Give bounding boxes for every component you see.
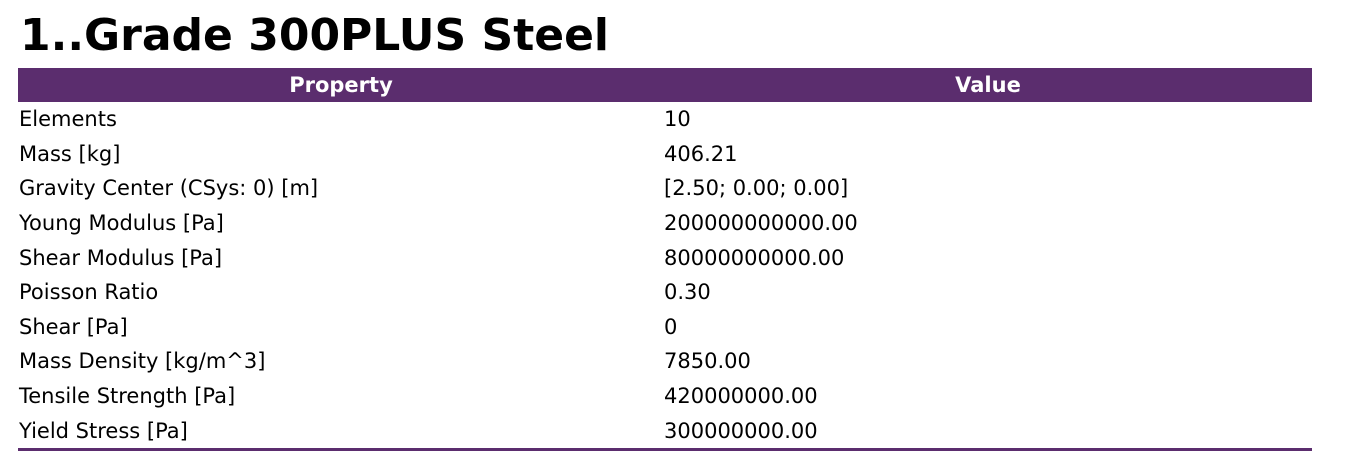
value-cell: 10 [664,107,691,132]
properties-table: Property Value Elements 10 Mass [kg] 406.21… [18,68,1312,451]
table-row: Shear [Pa] 0 [18,310,1312,345]
value-cell: 420000000.00 [664,384,818,409]
table-row: Tensile Strength [Pa] 420000000.00 [18,379,1312,414]
value-cell: [2.50; 0.00; 0.00] [664,176,849,201]
property-cell: Tensile Strength [Pa] [19,384,236,409]
table-row: Mass Density [kg/m^3] 7850.00 [18,344,1312,379]
table-row: Mass [kg] 406.21 [18,137,1312,172]
value-cell: 200000000000.00 [664,211,858,236]
header-row: Property Value [18,68,1312,102]
table-header: Property Value [18,68,1312,102]
table-row: Gravity Center (CSys: 0) [m] [2.50; 0.00;… [18,171,1312,206]
table-row: Poisson Ratio 0.30 [18,275,1312,310]
property-cell: Mass Density [kg/m^3] [19,349,266,374]
property-cell: Poisson Ratio [19,280,159,305]
table-row: Young Modulus [Pa] 200000000000.00 [18,206,1312,241]
property-cell: Shear [Pa] [19,314,128,339]
table-row: Shear Modulus [Pa] 80000000000.00 [18,240,1312,275]
header-cell: Property [18,68,664,102]
property-cell: Yield Stress [Pa] [18,413,664,451]
property-cell: Elements [19,107,117,132]
value-cell: 0 [664,314,678,339]
table-body: Elements 10 Mass [kg] 406.21 Gravity Center … [18,102,1312,451]
table-row: Elements 10 [18,102,1312,137]
table-row: Yield Stress [Pa] 300000000.00 [18,413,1312,451]
value-cell: 0.30 [664,280,711,305]
title: 1..Grade 300PLUS Steel [20,10,609,61]
property-cell: Gravity Center (CSys: 0) [m] [19,176,319,201]
property-cell: Young Modulus [Pa] [19,211,224,236]
property-cell: Mass [kg] [19,141,121,166]
property-cell: Shear Modulus [Pa] [19,245,223,270]
value-cell: 406.21 [664,141,738,166]
value-cell: 80000000000.00 [664,245,845,270]
header-cell: Value [664,68,1312,102]
value-cell: 7850.00 [664,349,751,374]
value-cell: 300000000.00 [664,413,1312,451]
